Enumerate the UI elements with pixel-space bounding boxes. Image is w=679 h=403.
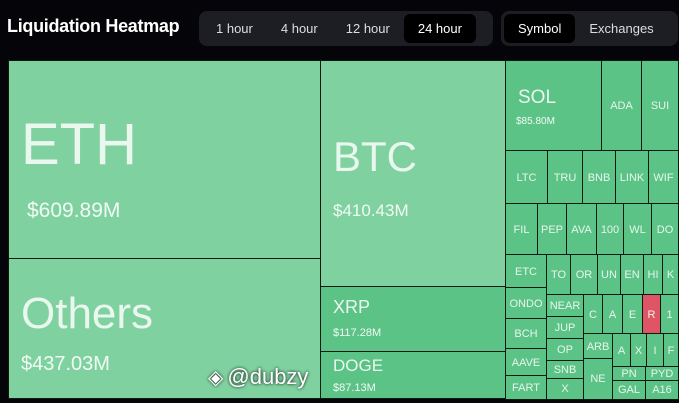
- tile-btc[interactable]: BTC $410.43M: [320, 60, 506, 287]
- tile-value: $117.28M: [333, 327, 382, 339]
- tile-sui[interactable]: SUI: [641, 60, 679, 152]
- tile-xrp[interactable]: XRP $117.28M: [320, 286, 506, 352]
- view-selector: Symbol Exchanges: [501, 11, 678, 46]
- tile-value: $87.13M: [333, 382, 376, 394]
- tile-tru[interactable]: TRU: [547, 150, 583, 205]
- tab-exchanges[interactable]: Exchanges: [589, 21, 654, 36]
- tile-pep[interactable]: PEP: [537, 203, 567, 256]
- tile-100[interactable]: 100: [596, 203, 624, 256]
- tile-ne[interactable]: NE: [583, 358, 613, 400]
- tile-value: $85.80M: [516, 116, 555, 127]
- tile-symbol: BTC: [333, 133, 417, 180]
- tile-wl[interactable]: WL: [623, 203, 652, 256]
- tile-arb[interactable]: ARB: [583, 333, 613, 360]
- tile-fil[interactable]: FIL: [505, 203, 538, 256]
- tile-snb[interactable]: SNB: [546, 360, 584, 380]
- tile-a[interactable]: A: [602, 294, 623, 335]
- tile-fart[interactable]: FART: [505, 375, 547, 400]
- tile-wif[interactable]: WIF: [648, 150, 679, 205]
- tile-value: $437.03M: [21, 353, 110, 375]
- tile-doge[interactable]: DOGE $87.13M: [320, 351, 506, 399]
- page-title: Liquidation Heatmap: [7, 16, 180, 36]
- tile-link[interactable]: LINK: [615, 150, 649, 205]
- watermark-handle: @dubzy: [227, 364, 309, 389]
- tile-jup[interactable]: JUP: [546, 316, 584, 340]
- binance-logo-icon: ◈: [208, 366, 224, 389]
- tile-ondo[interactable]: ONDO: [505, 287, 547, 320]
- tile-bnb[interactable]: BNB: [582, 150, 616, 205]
- tile-symbol: DOGE: [333, 356, 384, 375]
- tile-ltc[interactable]: LTC: [505, 150, 548, 205]
- tile-ada[interactable]: ADA: [601, 60, 642, 152]
- tile-eth[interactable]: ETH $609.89M: [8, 60, 321, 259]
- tile-symbol: ETH: [21, 112, 137, 177]
- tile-c[interactable]: C: [583, 294, 603, 335]
- timeframe-selector: 1 hour 4 hour 12 hour 24 hour: [199, 11, 493, 46]
- tile-1[interactable]: 1: [660, 294, 679, 335]
- tab-4-hour[interactable]: 4 hour: [280, 21, 318, 36]
- tile-or[interactable]: OR: [570, 254, 598, 296]
- tile-others[interactable]: Others $437.03M: [8, 258, 321, 399]
- tile-gal[interactable]: GAL: [612, 380, 646, 400]
- tile-en[interactable]: EN: [620, 254, 644, 296]
- tile-a16[interactable]: A16: [645, 380, 679, 400]
- tile-bch[interactable]: BCH: [505, 318, 547, 350]
- tile-etc[interactable]: ETC: [505, 254, 547, 289]
- tile-to[interactable]: TO: [546, 254, 571, 296]
- tile-value: $609.89M: [27, 199, 121, 222]
- tile-k[interactable]: K: [662, 254, 679, 296]
- tile-x[interactable]: X: [630, 333, 647, 368]
- tile-r[interactable]: R: [642, 294, 661, 335]
- tile-hi[interactable]: HI: [643, 254, 663, 296]
- tab-1-hour[interactable]: 1 hour: [216, 21, 253, 36]
- tile-symbol: SOL: [518, 87, 557, 108]
- watermark: ◈ @dubzy: [208, 364, 308, 390]
- tile-e[interactable]: E: [622, 294, 643, 335]
- tab-12-hour[interactable]: 12 hour: [345, 21, 390, 36]
- tile-op[interactable]: OP: [546, 338, 584, 362]
- tile-symbol: Others: [21, 289, 154, 338]
- tile-a[interactable]: A: [612, 333, 631, 368]
- tab-symbol[interactable]: Symbol: [504, 14, 576, 43]
- tile-i[interactable]: I: [646, 333, 664, 368]
- tile-f[interactable]: F: [663, 333, 679, 368]
- tile-sol[interactable]: SOL $85.80M: [505, 60, 602, 151]
- tile-near[interactable]: NEAR: [546, 294, 584, 318]
- tile-x[interactable]: X: [546, 378, 584, 400]
- tile-do[interactable]: DO: [651, 203, 679, 256]
- tile-aave[interactable]: AAVE: [505, 348, 547, 377]
- tile-ava[interactable]: AVA: [566, 203, 597, 256]
- tile-un[interactable]: UN: [597, 254, 621, 296]
- tile-symbol: XRP: [333, 297, 371, 317]
- tab-24-hour[interactable]: 24 hour: [403, 14, 476, 43]
- tile-value: $410.43M: [333, 201, 409, 220]
